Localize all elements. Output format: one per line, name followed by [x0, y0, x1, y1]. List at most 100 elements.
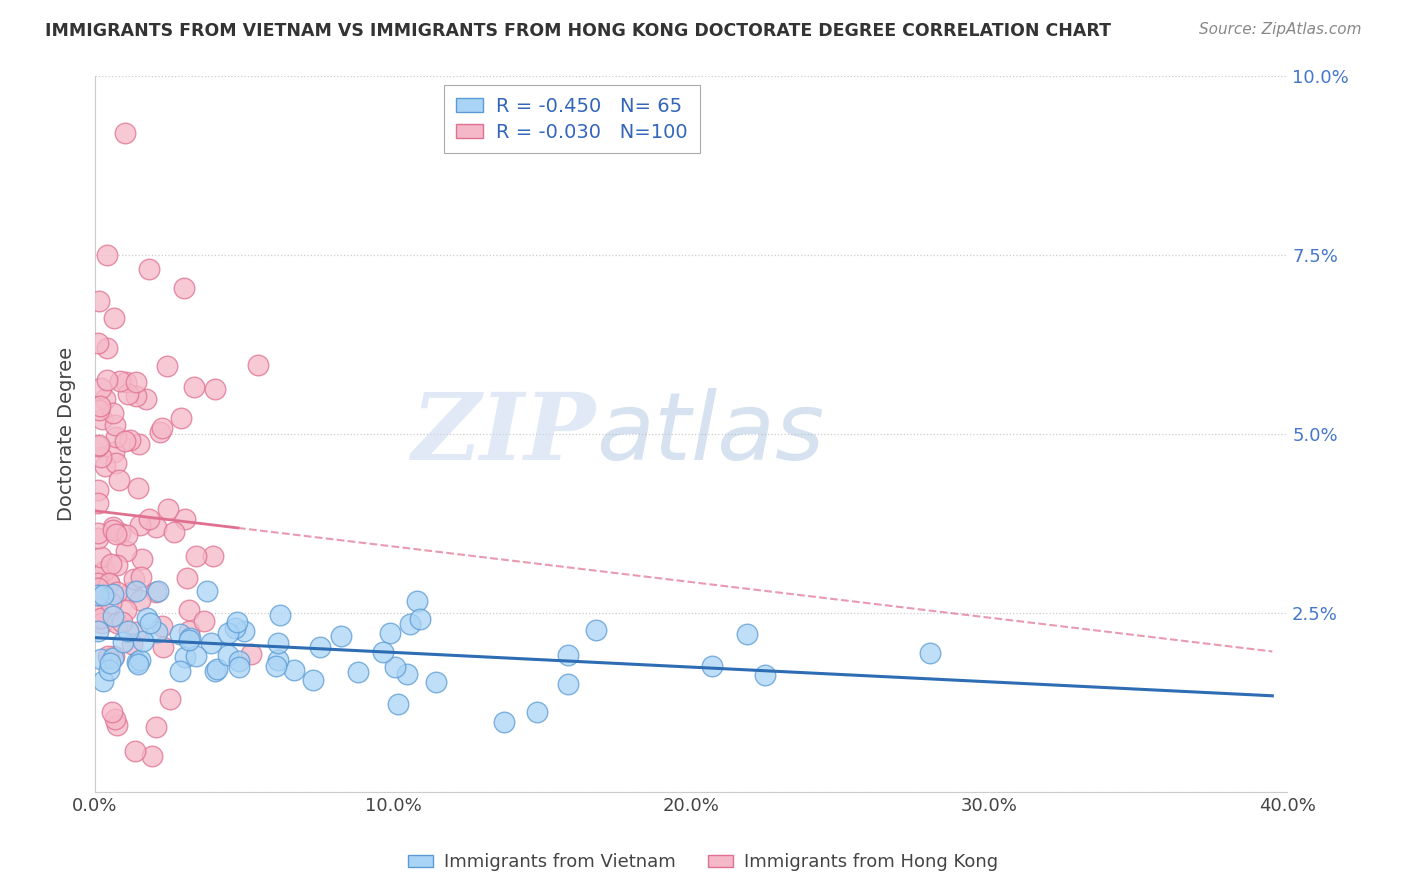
Point [98, 657, 121, 671]
Point [105, 558, 128, 573]
Point [200, 636, 222, 650]
Point [526, 705, 548, 719]
Point [108, 525, 131, 540]
Point [90, 611, 112, 625]
Point [346, 665, 368, 679]
Point [398, 616, 420, 631]
Point [132, 634, 155, 648]
Point [89, 399, 111, 413]
Point [124, 584, 146, 599]
Point [128, 653, 150, 667]
Point [128, 517, 150, 532]
Point [94, 459, 117, 474]
Point [204, 382, 226, 396]
Point [101, 406, 124, 420]
Point [246, 358, 269, 372]
Point [115, 544, 138, 558]
Point [387, 697, 409, 711]
Point [384, 660, 406, 674]
Point [114, 434, 136, 449]
Point [124, 744, 146, 758]
Point [90, 550, 112, 565]
Point [202, 549, 225, 563]
Point [557, 677, 579, 691]
Point [131, 552, 153, 566]
Point [150, 618, 173, 632]
Point [737, 627, 759, 641]
Point [103, 445, 125, 459]
Point [205, 662, 228, 676]
Point [329, 629, 352, 643]
Point [267, 635, 290, 649]
Point [267, 653, 290, 667]
Point [100, 557, 122, 571]
Point [94, 392, 117, 407]
Point [87, 589, 110, 603]
Point [920, 646, 942, 660]
Point [145, 624, 167, 639]
Point [183, 380, 205, 394]
Point [97, 649, 120, 664]
Point [103, 649, 125, 664]
Text: IMMIGRANTS FROM VIETNAM VS IMMIGRANTS FROM HONG KONG DOCTORATE DEGREE CORRELATIO: IMMIGRANTS FROM VIETNAM VS IMMIGRANTS FR… [45, 22, 1111, 40]
Point [90, 652, 112, 666]
Legend: Immigrants from Vietnam, Immigrants from Hong Kong: Immigrants from Vietnam, Immigrants from… [401, 847, 1005, 879]
Point [179, 602, 201, 616]
Point [179, 624, 201, 638]
Legend: R = -0.450   N= 65, R = -0.030   N=100: R = -0.450 N= 65, R = -0.030 N=100 [444, 86, 700, 153]
Point [233, 624, 256, 639]
Point [169, 664, 191, 678]
Point [104, 418, 127, 433]
Point [204, 664, 226, 678]
Point [110, 374, 132, 388]
Point [174, 649, 197, 664]
Point [87, 483, 110, 498]
Point [104, 712, 127, 726]
Point [217, 625, 239, 640]
Point [91, 411, 114, 425]
Point [163, 525, 186, 540]
Point [117, 624, 139, 639]
Point [115, 528, 138, 542]
Point [406, 593, 429, 607]
Point [107, 585, 129, 599]
Point [170, 410, 193, 425]
Point [195, 584, 218, 599]
Point [105, 456, 128, 470]
Point [145, 720, 167, 734]
Point [101, 609, 124, 624]
Point [93, 564, 115, 578]
Point [87, 624, 110, 638]
Point [378, 626, 401, 640]
Point [425, 675, 447, 690]
Point [101, 706, 124, 720]
Point [89, 566, 111, 581]
Point [96, 247, 118, 261]
Point [224, 621, 246, 635]
Point [90, 450, 112, 465]
Point [114, 126, 136, 140]
Point [193, 615, 215, 629]
Point [87, 588, 110, 602]
Point [121, 637, 143, 651]
Point [103, 523, 125, 537]
Point [145, 519, 167, 533]
Point [700, 658, 723, 673]
Point [98, 651, 121, 665]
Point [173, 281, 195, 295]
Point [97, 576, 120, 591]
Point [115, 376, 138, 390]
Point [157, 501, 180, 516]
Point [125, 389, 148, 403]
Point [186, 648, 208, 663]
Point [124, 375, 146, 389]
Point [135, 392, 157, 406]
Point [87, 532, 110, 546]
Point [105, 717, 128, 731]
Text: atlas: atlas [596, 388, 824, 479]
Point [87, 335, 110, 350]
Point [159, 691, 181, 706]
Point [152, 640, 174, 654]
Point [101, 650, 124, 665]
Point [87, 612, 110, 626]
